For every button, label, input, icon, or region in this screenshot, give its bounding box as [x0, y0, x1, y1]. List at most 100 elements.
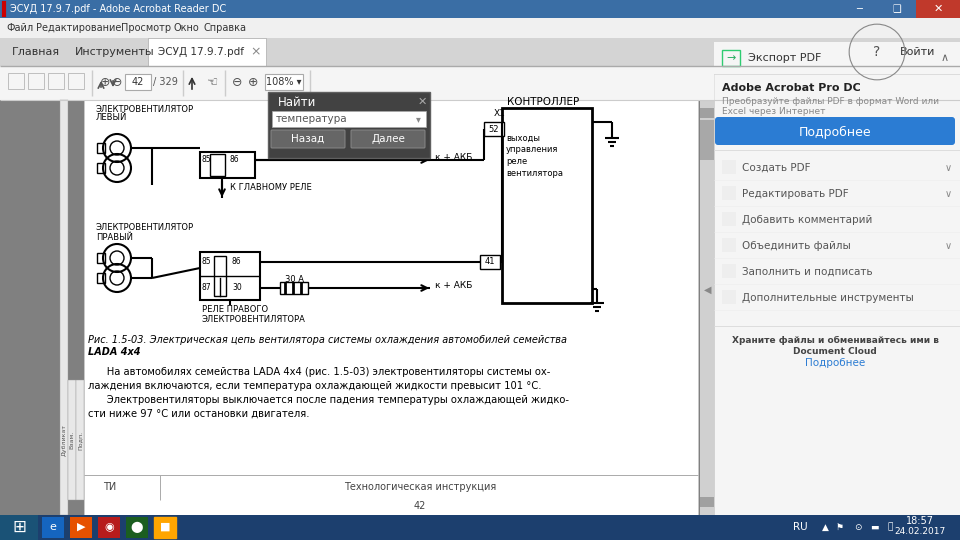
Bar	[400, 73, 416, 89]
Text: ▲: ▲	[822, 523, 828, 531]
Text: Редактирование: Редактирование	[36, 23, 121, 33]
Bar	[214, 256, 226, 296]
Bar	[200, 252, 260, 300]
Text: ⊙: ⊙	[854, 523, 862, 531]
Text: Окно: Окно	[173, 23, 199, 33]
Text: / 329: / 329	[153, 77, 178, 87]
Text: Заполнить и подписать: Заполнить и подписать	[742, 267, 873, 277]
Bar	[70, 517, 92, 538]
Text: ×: ×	[251, 45, 261, 58]
Text: ✕: ✕	[933, 4, 943, 14]
Bar	[840, 0, 960, 18]
FancyBboxPatch shape	[715, 117, 955, 145]
Bar	[68, 380, 76, 500]
Text: ⚑: ⚑	[836, 523, 844, 531]
Bar	[440, 73, 456, 89]
Text: выходы: выходы	[506, 133, 540, 143]
Text: ?: ?	[874, 45, 880, 59]
Text: RU: RU	[793, 522, 807, 532]
Text: ЭСУД 17.9.7.pdf - Adobe Acrobat Reader DC: ЭСУД 17.9.7.pdf - Adobe Acrobat Reader D…	[10, 4, 227, 14]
Text: Справка: Справка	[203, 23, 246, 33]
Text: ⊖: ⊖	[232, 77, 243, 90]
Bar	[722, 290, 736, 304]
Bar	[0, 515, 960, 540]
Text: температура: температура	[276, 114, 348, 124]
Text: 42: 42	[414, 501, 426, 511]
Bar	[318, 73, 334, 89]
Bar	[840, 0, 878, 18]
Text: ❑: ❑	[893, 4, 901, 14]
Text: Объединить файлы: Объединить файлы	[742, 241, 851, 251]
Text: Технологическая инструкция: Технологическая инструкция	[344, 482, 496, 492]
Bar	[480, 255, 500, 269]
Bar	[722, 264, 736, 278]
Bar	[722, 50, 740, 66]
Text: ∨: ∨	[945, 241, 951, 251]
Bar	[0, 38, 960, 66]
Text: ⊞: ⊞	[12, 518, 26, 536]
Bar	[916, 0, 960, 18]
Text: e: e	[50, 522, 57, 532]
Text: ЭЛЕКТРОВЕНТИЛЯТОР: ЭЛЕКТРОВЕНТИЛЯТОР	[96, 224, 194, 233]
Bar	[76, 380, 84, 500]
Text: ⊖: ⊖	[112, 77, 123, 90]
Text: 30: 30	[232, 284, 242, 293]
Text: Дополнительные инструменты: Дополнительные инструменты	[742, 293, 914, 303]
Text: Рис. 1.5-03. Электрическая цепь вентилятора системы охлаждения автомобилей семей: Рис. 1.5-03. Электрическая цепь вентилят…	[88, 335, 567, 345]
Bar	[420, 73, 436, 89]
Text: ЭЛЕКТРОВЕНТИЛЯТОРА: ЭЛЕКТРОВЕНТИЛЯТОРА	[202, 315, 306, 325]
Bar	[714, 42, 960, 74]
Text: X1: X1	[494, 109, 506, 118]
Text: ■: ■	[159, 522, 170, 532]
Text: Подп.: Подп.	[78, 430, 83, 450]
Text: ✕: ✕	[418, 97, 426, 107]
Text: вентилятора: вентилятора	[506, 170, 563, 179]
Text: 86: 86	[230, 156, 240, 165]
Text: Храните файлы и обменивайтесь ими в: Храните файлы и обменивайтесь ими в	[732, 335, 939, 345]
Bar	[700, 108, 714, 118]
Bar	[272, 111, 426, 127]
Bar	[200, 152, 255, 178]
Text: Преобразуйте файлы PDF в формат Word или: Преобразуйте файлы PDF в формат Word или	[722, 98, 939, 106]
Text: Электровентиляторы выключается после падения температуры охлаждающей жидко-: Электровентиляторы выключается после пад…	[88, 395, 569, 405]
Bar	[722, 160, 736, 174]
Text: ─: ─	[856, 4, 862, 14]
Text: 52: 52	[489, 125, 499, 133]
Bar	[98, 517, 120, 538]
Text: ЭСУД 17.9.7.pdf: ЭСУД 17.9.7.pdf	[158, 47, 244, 57]
Bar	[0, 66, 960, 100]
Bar	[700, 120, 714, 160]
Text: Document Cloud: Document Cloud	[793, 347, 876, 355]
Text: 24.02.2017: 24.02.2017	[895, 528, 946, 537]
Bar	[722, 186, 736, 200]
Text: 87: 87	[202, 284, 211, 293]
Text: лаждения включаются, если температура охлаждающей жидкости превысит 101 °С.: лаждения включаются, если температура ох…	[88, 381, 541, 391]
Text: ⬤: ⬤	[131, 522, 143, 532]
Bar	[0, 18, 960, 38]
Bar	[358, 73, 374, 89]
Text: Главная: Главная	[12, 47, 60, 57]
Text: Adobe Acrobat Pro DC: Adobe Acrobat Pro DC	[722, 83, 861, 93]
Bar	[265, 74, 303, 90]
Bar	[148, 38, 266, 66]
Bar	[28, 73, 44, 89]
Text: ▬: ▬	[870, 523, 878, 531]
Text: Просмотр: Просмотр	[121, 23, 171, 33]
Text: ТИ: ТИ	[104, 482, 116, 492]
Text: Редактировать PDF: Редактировать PDF	[742, 189, 849, 199]
Bar	[722, 238, 736, 252]
Text: к + АКБ: к + АКБ	[435, 152, 472, 161]
Text: РЕЛЕ ПРАВОГО: РЕЛЕ ПРАВОГО	[202, 306, 268, 314]
Bar	[484, 122, 504, 136]
Text: 41: 41	[485, 258, 495, 267]
Text: Дубликат: Дубликат	[61, 424, 66, 456]
Text: 85: 85	[202, 156, 211, 165]
Text: ◀: ◀	[705, 285, 711, 295]
Text: ПРАВЫЙ: ПРАВЫЙ	[96, 233, 133, 241]
Text: Экспорт PDF: Экспорт PDF	[748, 53, 822, 63]
Text: ⊕: ⊕	[100, 77, 110, 90]
Text: Взам.: Взам.	[69, 431, 75, 449]
Text: 30 А: 30 А	[285, 275, 304, 285]
Bar	[714, 42, 960, 515]
Text: ▶: ▶	[77, 522, 85, 532]
